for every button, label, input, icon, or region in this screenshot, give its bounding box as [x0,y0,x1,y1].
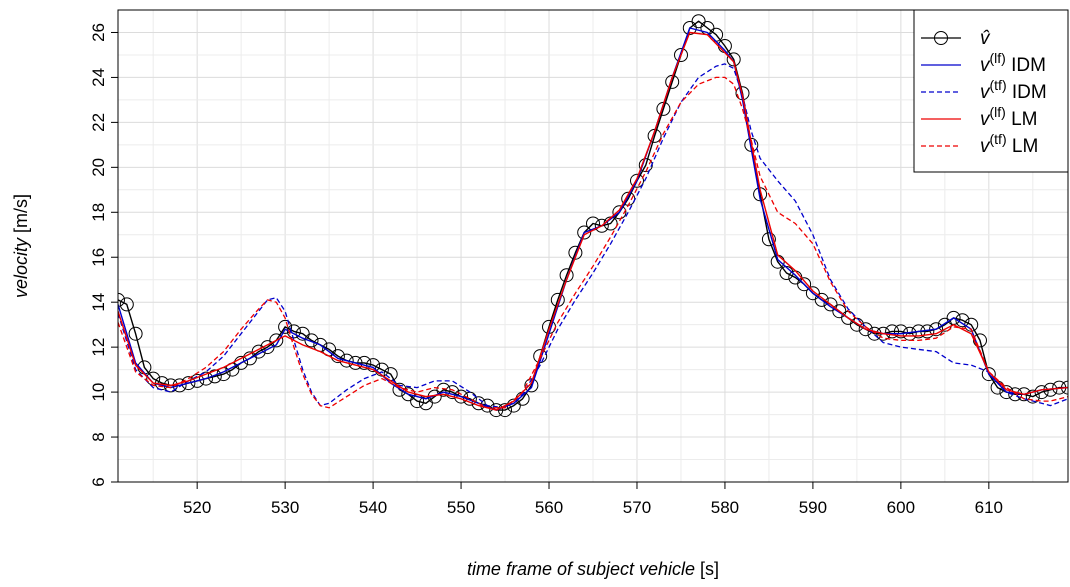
observed-point [234,355,249,370]
x-tick-label: 570 [623,498,651,517]
observed-point [761,232,776,247]
series-line-tf-lm [118,76,1068,409]
observed-point [594,218,609,233]
observed-point [929,322,944,337]
observed-point [242,351,257,366]
legend-label-lf-lm: v(lf) LM [980,104,1038,130]
observed-point [251,344,266,359]
x-tick-label: 610 [975,498,1003,517]
legend-marker [934,31,948,45]
x-tick-label: 600 [887,498,915,517]
observed-point [118,292,125,307]
observed-point [911,324,926,339]
observed-point [286,324,301,339]
observed-point [682,21,697,35]
observed-point [568,245,583,260]
series-group [118,14,1068,418]
observed-point [973,333,987,348]
y-tick-label: 14 [89,293,108,312]
observed-point [128,326,143,341]
observed-point [858,322,873,337]
y-tick-label: 6 [89,477,108,486]
y-tick-label: 16 [89,248,108,267]
legend-label-observed: v̂ [980,28,991,49]
y-tick-label: 20 [89,158,108,177]
y-tick-label: 12 [89,338,108,357]
observed-point [832,304,847,319]
observed-point [937,317,952,332]
y-tick-label: 26 [89,23,108,42]
observed-point [278,319,293,334]
x-tick-label: 530 [271,498,299,517]
observed-point [893,324,908,339]
observed-point [190,373,205,388]
observed-point [797,277,812,292]
observed-point [691,14,706,29]
y-axis-title: velocity [m/s] [11,194,31,298]
series-line-tf-idm [118,63,1068,409]
y-tick-label: 22 [89,113,108,132]
legend-label-tf-lm: v(tf) LM [980,131,1038,157]
observed-point [577,225,592,240]
observed-point [207,369,222,384]
plot-frame [117,9,1069,483]
legend-label-lf-idm: v(lf) IDM [980,50,1046,76]
x-tick-label: 590 [799,498,827,517]
y-tick-label: 18 [89,203,108,222]
observed-point [295,326,310,341]
x-tick-label: 550 [447,498,475,517]
x-tick-label: 520 [183,498,211,517]
axes: 520 530 540 550 560 570 580 590 600 610 6 8 10 12 14 16… [89,23,1003,517]
x-axis-title: time frame of subject vehicle [s] [467,559,719,579]
observed-point [674,48,688,62]
x-tick-label: 540 [359,498,387,517]
legend-label-tf-idm: v(tf) IDM [980,77,1047,103]
y-tick-label: 10 [89,383,108,402]
observed-point [269,333,284,348]
observed-point [805,286,820,301]
observed-point [885,324,900,339]
observed-point [1025,389,1040,404]
y-tick-label: 24 [89,68,108,87]
observed-point [981,367,996,382]
observed-point [726,52,741,67]
observed-point [489,403,504,418]
x-tick-label: 560 [535,498,563,517]
series-line-lf-lm [118,31,1068,411]
observed-point [260,340,275,355]
observed-point [498,403,512,418]
observed-point [612,205,627,220]
observed-point [814,292,829,307]
legend-box [913,9,1069,173]
observed-point [823,297,838,312]
x-tick-label: 580 [711,498,739,517]
observed-point [304,333,319,348]
observed-point [330,349,345,364]
observed-point [630,173,644,188]
y-tick-label: 8 [89,432,108,441]
observed-point [199,371,213,386]
observed-point [119,297,134,312]
series-line-lf-idm [118,27,1068,411]
